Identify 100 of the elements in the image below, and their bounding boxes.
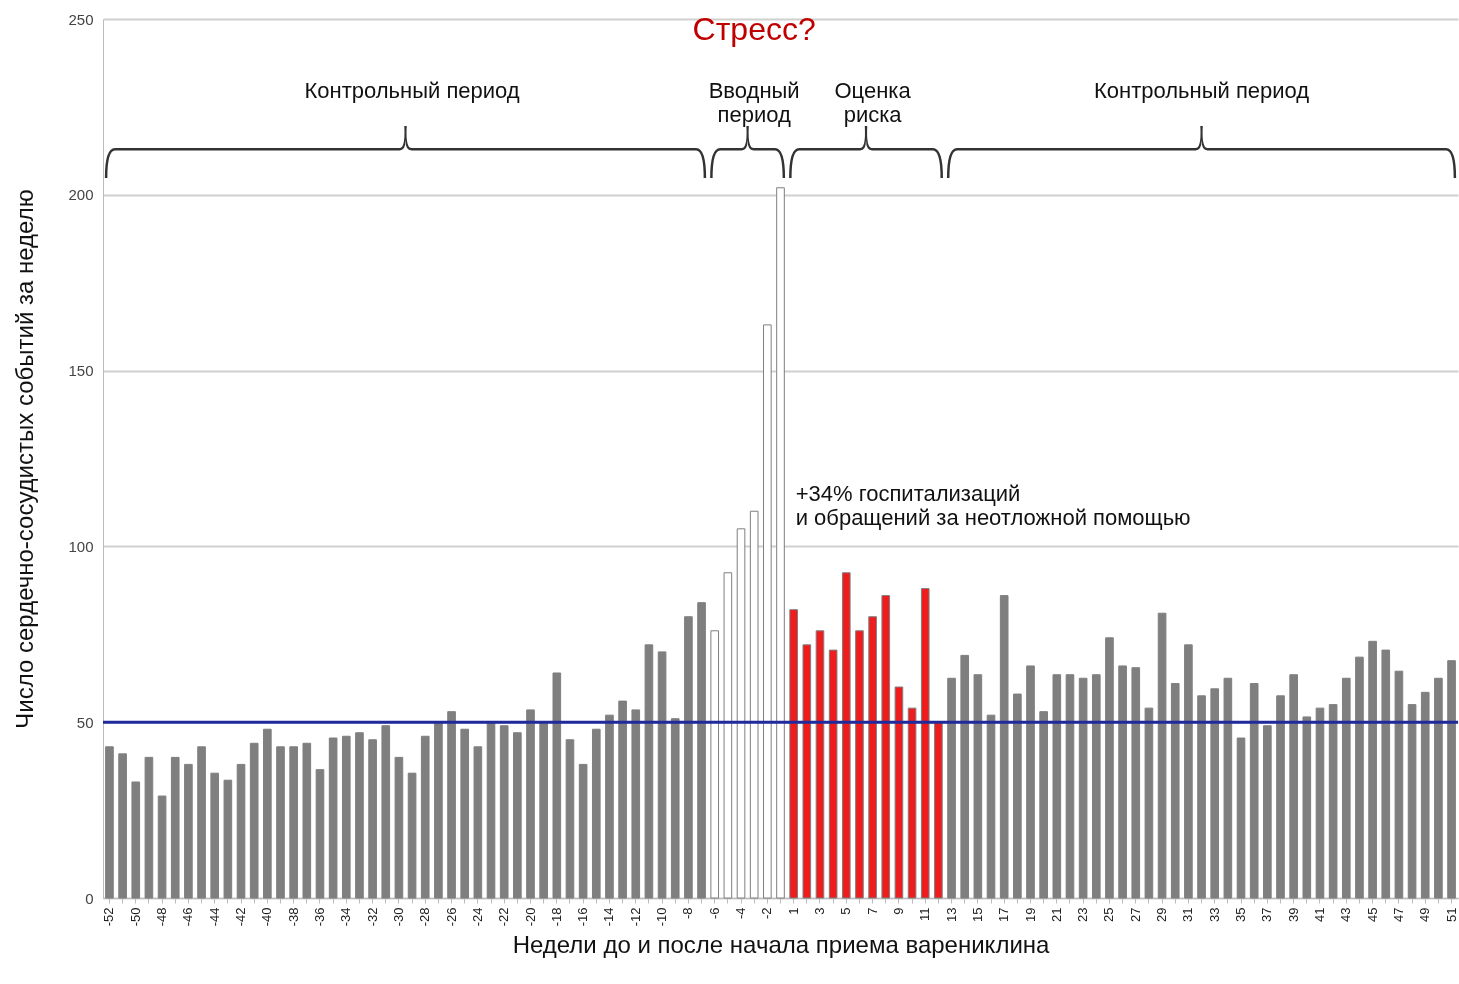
- x-tick-label: 25: [1101, 907, 1117, 922]
- bar: [1447, 660, 1456, 899]
- x-tick-label: 7: [864, 907, 880, 915]
- bar: [1144, 707, 1154, 899]
- x-tick-label: -26: [443, 907, 459, 927]
- bar: [302, 742, 312, 899]
- x-tick-label: 37: [1259, 907, 1275, 922]
- x-tick-label: 21: [1048, 907, 1064, 922]
- x-tick-label: -22: [496, 907, 512, 927]
- bar: [315, 769, 325, 899]
- bar: [263, 728, 272, 899]
- annotation: Оценка риска: [834, 78, 912, 128]
- bar: [434, 721, 443, 899]
- bar: [855, 630, 864, 899]
- x-tick-label: -10: [654, 907, 670, 927]
- bar: [144, 756, 154, 899]
- bar: [894, 686, 904, 899]
- bar: [355, 732, 364, 899]
- bar: [907, 707, 917, 899]
- x-tick-label: -2: [759, 907, 775, 920]
- annotation: Контрольный период: [304, 78, 520, 103]
- bar: [1407, 704, 1417, 899]
- x-tick-label: -40: [259, 907, 275, 927]
- bar: [1223, 677, 1233, 899]
- x-tick-label: -42: [233, 907, 249, 927]
- bar: [1276, 695, 1285, 899]
- annotation: Контрольный период: [1093, 78, 1310, 103]
- x-tick-label: -6: [706, 907, 722, 920]
- bar: [920, 588, 930, 899]
- bar: [1170, 683, 1180, 899]
- bar: [1210, 688, 1220, 899]
- bar: [1355, 656, 1364, 899]
- y-tick-label: 100: [68, 537, 94, 555]
- bar: [341, 735, 351, 899]
- bar: [670, 718, 680, 899]
- bar: [749, 510, 759, 899]
- bar: [184, 763, 193, 899]
- bar: [828, 649, 838, 899]
- bar: [697, 602, 706, 899]
- bar: [841, 572, 851, 899]
- x-tick-label: -24: [469, 907, 485, 927]
- bar: [934, 721, 943, 899]
- y-tick-label: 0: [85, 889, 94, 907]
- x-tick-label: 49: [1417, 907, 1433, 922]
- x-tick-label: 13: [943, 907, 959, 922]
- bar: [947, 677, 956, 899]
- x-tick-label: -34: [338, 907, 354, 927]
- x-tick-label: 39: [1285, 907, 1301, 922]
- x-tick-label: 31: [1180, 907, 1196, 922]
- y-axis-title: Число сердечно-сосудистых событий за неделю: [11, 189, 39, 729]
- x-tick-label: -46: [180, 907, 196, 927]
- bar: [776, 187, 785, 899]
- bar: [1184, 644, 1193, 899]
- bar: [407, 772, 417, 899]
- x-tick-label: -30: [390, 907, 406, 927]
- bar: [328, 737, 338, 899]
- bar: [565, 739, 575, 899]
- bar: [1394, 670, 1404, 899]
- x-tick-label: 19: [1022, 907, 1038, 922]
- bar: [986, 714, 996, 899]
- bar: [552, 672, 562, 899]
- bar: [802, 644, 812, 899]
- bar: [381, 725, 391, 899]
- x-tick-label: 1: [785, 907, 801, 915]
- bar: [960, 654, 970, 899]
- x-tick-label: 11: [917, 907, 933, 921]
- bar: [1328, 704, 1338, 899]
- bar: [881, 595, 891, 899]
- x-tick-label: 3: [811, 907, 827, 915]
- bar: [513, 732, 522, 899]
- bar: [539, 721, 548, 899]
- bar: [460, 728, 470, 899]
- x-tick-label: 33: [1206, 907, 1222, 922]
- x-tick-label: 5: [838, 907, 854, 915]
- x-tick-label: 23: [1075, 907, 1091, 922]
- x-tick-label: -8: [680, 907, 696, 920]
- x-tick-label: -28: [417, 907, 433, 927]
- bar: [1315, 707, 1325, 899]
- x-tick-label: 43: [1338, 907, 1354, 922]
- bar: [276, 746, 285, 899]
- bar: [605, 714, 614, 899]
- bar: [473, 746, 483, 899]
- bar: [578, 763, 588, 899]
- bar: [1420, 691, 1430, 899]
- x-tick-label: -4: [733, 907, 749, 920]
- bar: [1249, 683, 1259, 899]
- x-tick-label: -16: [575, 907, 591, 927]
- bar: [223, 779, 233, 899]
- bar: [210, 772, 220, 899]
- bar: [526, 709, 535, 899]
- bar: [157, 795, 167, 899]
- bar: [197, 746, 206, 899]
- x-tick-label: 35: [1233, 907, 1249, 922]
- bar: [1091, 674, 1101, 899]
- x-tick-label: -50: [127, 907, 143, 927]
- bar: [1263, 725, 1272, 899]
- x-tick-label: -48: [154, 907, 170, 927]
- bar: [815, 630, 825, 899]
- bar: [1026, 665, 1035, 899]
- bar: [1236, 737, 1246, 899]
